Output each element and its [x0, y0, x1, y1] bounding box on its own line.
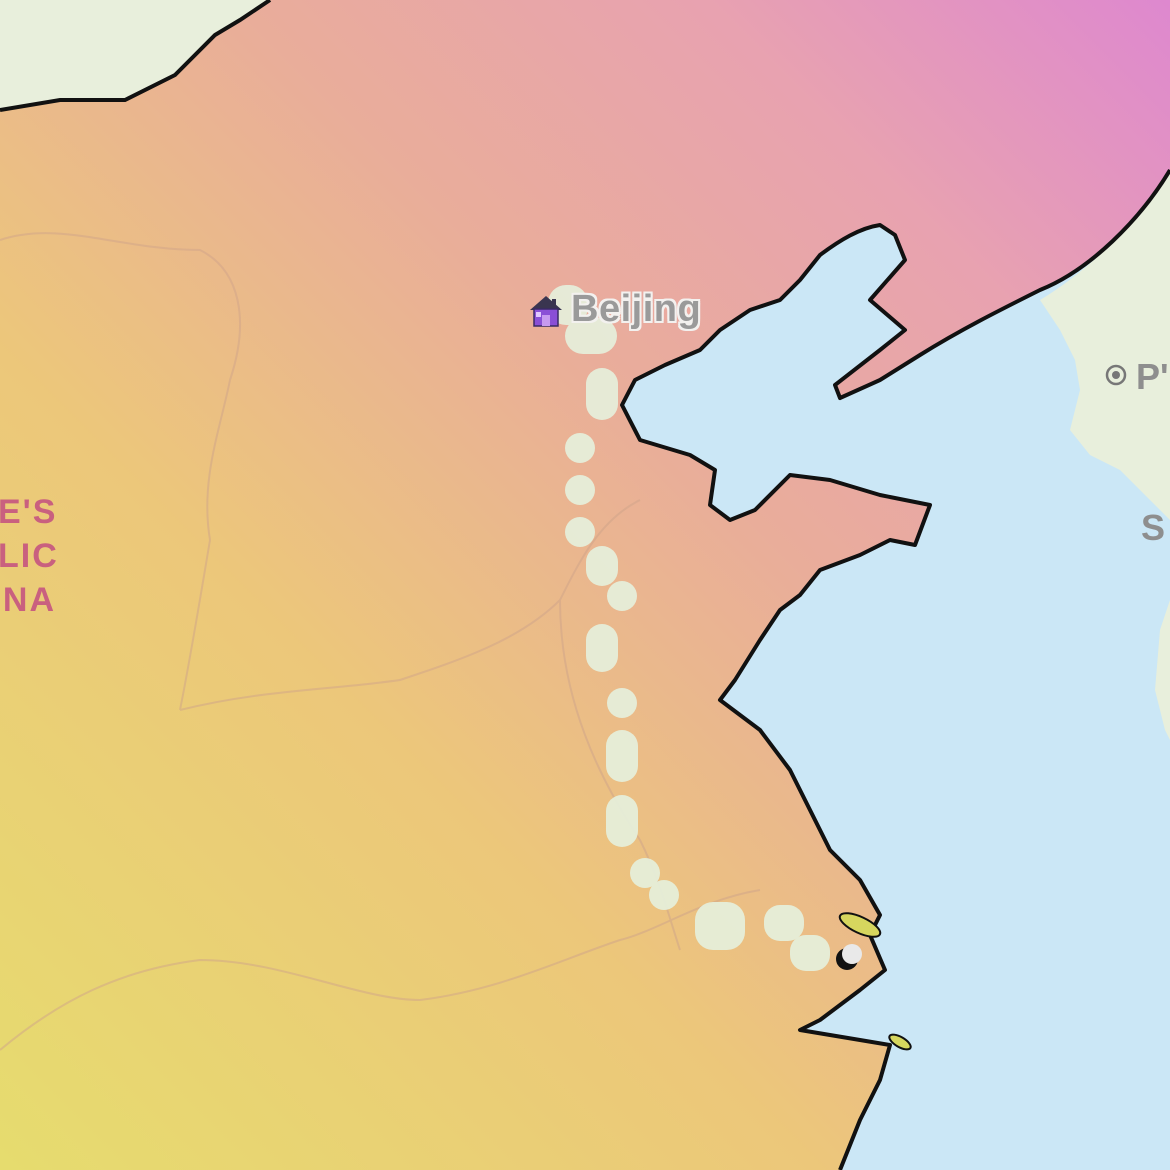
coastal-islands	[838, 912, 912, 1051]
border-northwest	[0, 0, 272, 112]
country-label: E'S LIC NA	[0, 493, 59, 619]
crescent-moon-icon[interactable]	[832, 944, 862, 974]
route-path	[548, 285, 830, 971]
neighbor-land-east-strip	[1155, 600, 1170, 740]
neighbor-land-northeast	[1040, 170, 1170, 520]
neighbor-land-northwest	[0, 0, 270, 110]
coastline	[620, 168, 1170, 1170]
capital-label-partial[interactable]: P'	[1136, 356, 1169, 397]
city-label-beijing[interactable]: Beijing	[571, 288, 702, 330]
house-icon[interactable]	[528, 294, 564, 328]
sea-label-partial: S	[1141, 507, 1166, 548]
capital-target-icon	[1105, 364, 1127, 386]
